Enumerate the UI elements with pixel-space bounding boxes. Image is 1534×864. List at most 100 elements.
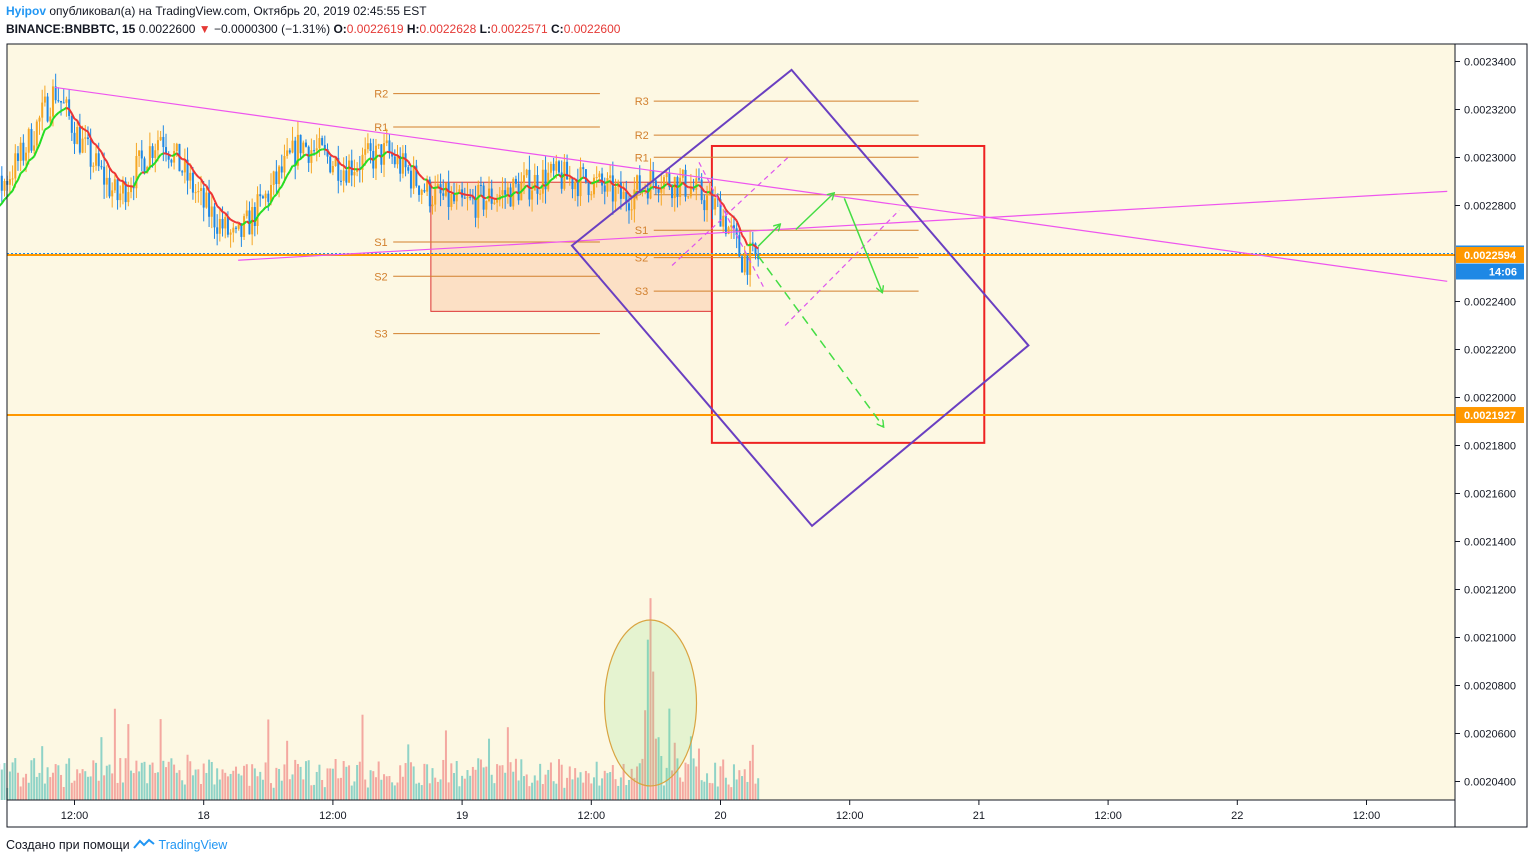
ma-segment [219,207,224,213]
time-tick-label: 12:00 [1353,810,1381,822]
candle-body [453,193,456,202]
volume-bar [574,768,577,800]
candle-body [431,204,434,207]
ma-segment [496,197,501,200]
pivot-label: S3 [635,286,648,298]
author-name[interactable]: Hyipov [6,4,47,18]
volume-bar [25,773,28,800]
horizontal-lines [7,253,1455,417]
ma-segment [313,152,318,155]
candle-body [458,189,461,194]
pivot-label: R1 [374,122,388,134]
ma-segment [97,148,103,153]
volume-bar [461,775,464,800]
ma-segment [587,180,592,185]
volume-bar [143,761,146,800]
symbol-name[interactable]: BINANCE:BNBBTC, 15 [6,22,136,36]
volume-bar [364,779,367,800]
candle-body [614,186,617,202]
candle-body [509,187,512,207]
ma-segment [302,153,307,157]
volume-bar [533,775,536,800]
volume-bar [60,774,63,800]
price-tag-box [1456,263,1524,280]
candle-body [294,140,297,166]
ma-segment [224,212,229,218]
volume-bar [517,780,520,800]
ma-segment [28,158,32,162]
ma-segment [682,182,687,187]
ma-segment [251,219,256,223]
volume-bar [73,780,76,800]
ma-segment [324,148,328,152]
moving-average [0,106,759,250]
volume-bar [235,766,237,800]
ma-segment [138,171,143,177]
candle-body [706,195,709,211]
volume-bar [730,787,733,800]
volume-bar [566,777,569,800]
volume-bar [444,730,447,800]
ma-segment [265,205,269,209]
tradingview-logo-icon[interactable] [133,838,155,850]
volume-bar [84,771,87,800]
ma-segment [477,194,482,198]
ma-segment [590,181,595,185]
ma-segment [348,166,353,170]
publish-info: опубликовал(а) на TradingView.com, Октяб… [49,4,427,18]
volume-bar [447,782,450,800]
candle-body [167,154,170,160]
tradingview-brand[interactable]: TradingView [158,838,228,852]
volume-bar [280,780,283,800]
volume-bar [339,777,342,800]
candle-body [399,156,402,174]
candle-body [536,174,539,194]
volume-bar [43,783,46,800]
candle-body [668,173,671,188]
volume-bar [14,758,17,800]
volume-bar [418,782,421,800]
ma-segment [716,195,722,203]
time-tick-label: 18 [198,810,210,822]
candle-body [337,157,340,181]
ma-segment [173,152,178,156]
ma-segment [537,186,541,190]
candle-body [229,232,232,235]
candle-body [463,197,466,199]
ma-segment [149,164,154,168]
candle-body [361,154,364,170]
ma-segment [719,201,724,206]
price-change: −0.0000300 (−1.31%) [214,22,331,36]
chart-pane[interactable] [7,44,1455,800]
ma-segment [308,153,312,157]
volume-bar [458,786,461,800]
candle-body [103,166,106,185]
volume-bar [558,759,560,800]
volume-bar [369,770,372,800]
volume-bar [735,779,738,800]
candle-body [208,192,211,217]
volume-bar [549,762,552,800]
ma-segment [116,177,121,182]
volume-bar [95,762,98,800]
ma-segment [253,216,259,223]
price-axis[interactable]: 0.0023400 0.0023200 0.0023000 0.0022800 0.00… [1455,57,1516,789]
volume-bar [8,771,11,800]
ma-segment [646,187,652,193]
candle-body [679,177,682,197]
time-axis[interactable]: 12:00 18 12:00 19 12:00 20 12:00 21 12:00 22 12:00 [61,800,1381,822]
volume-bar [35,776,38,800]
price-tag-label: 0.0022594 [1464,250,1517,262]
dashed-channel-line [698,162,765,288]
ma-segment [754,245,759,250]
ma-segment [184,158,189,164]
candle-body [232,227,235,233]
volume-bar [652,671,655,800]
ma-segment [14,179,19,185]
candle-body [657,188,660,193]
volume-bar [302,779,305,800]
candle-body [173,151,176,163]
candle-body [35,121,38,146]
